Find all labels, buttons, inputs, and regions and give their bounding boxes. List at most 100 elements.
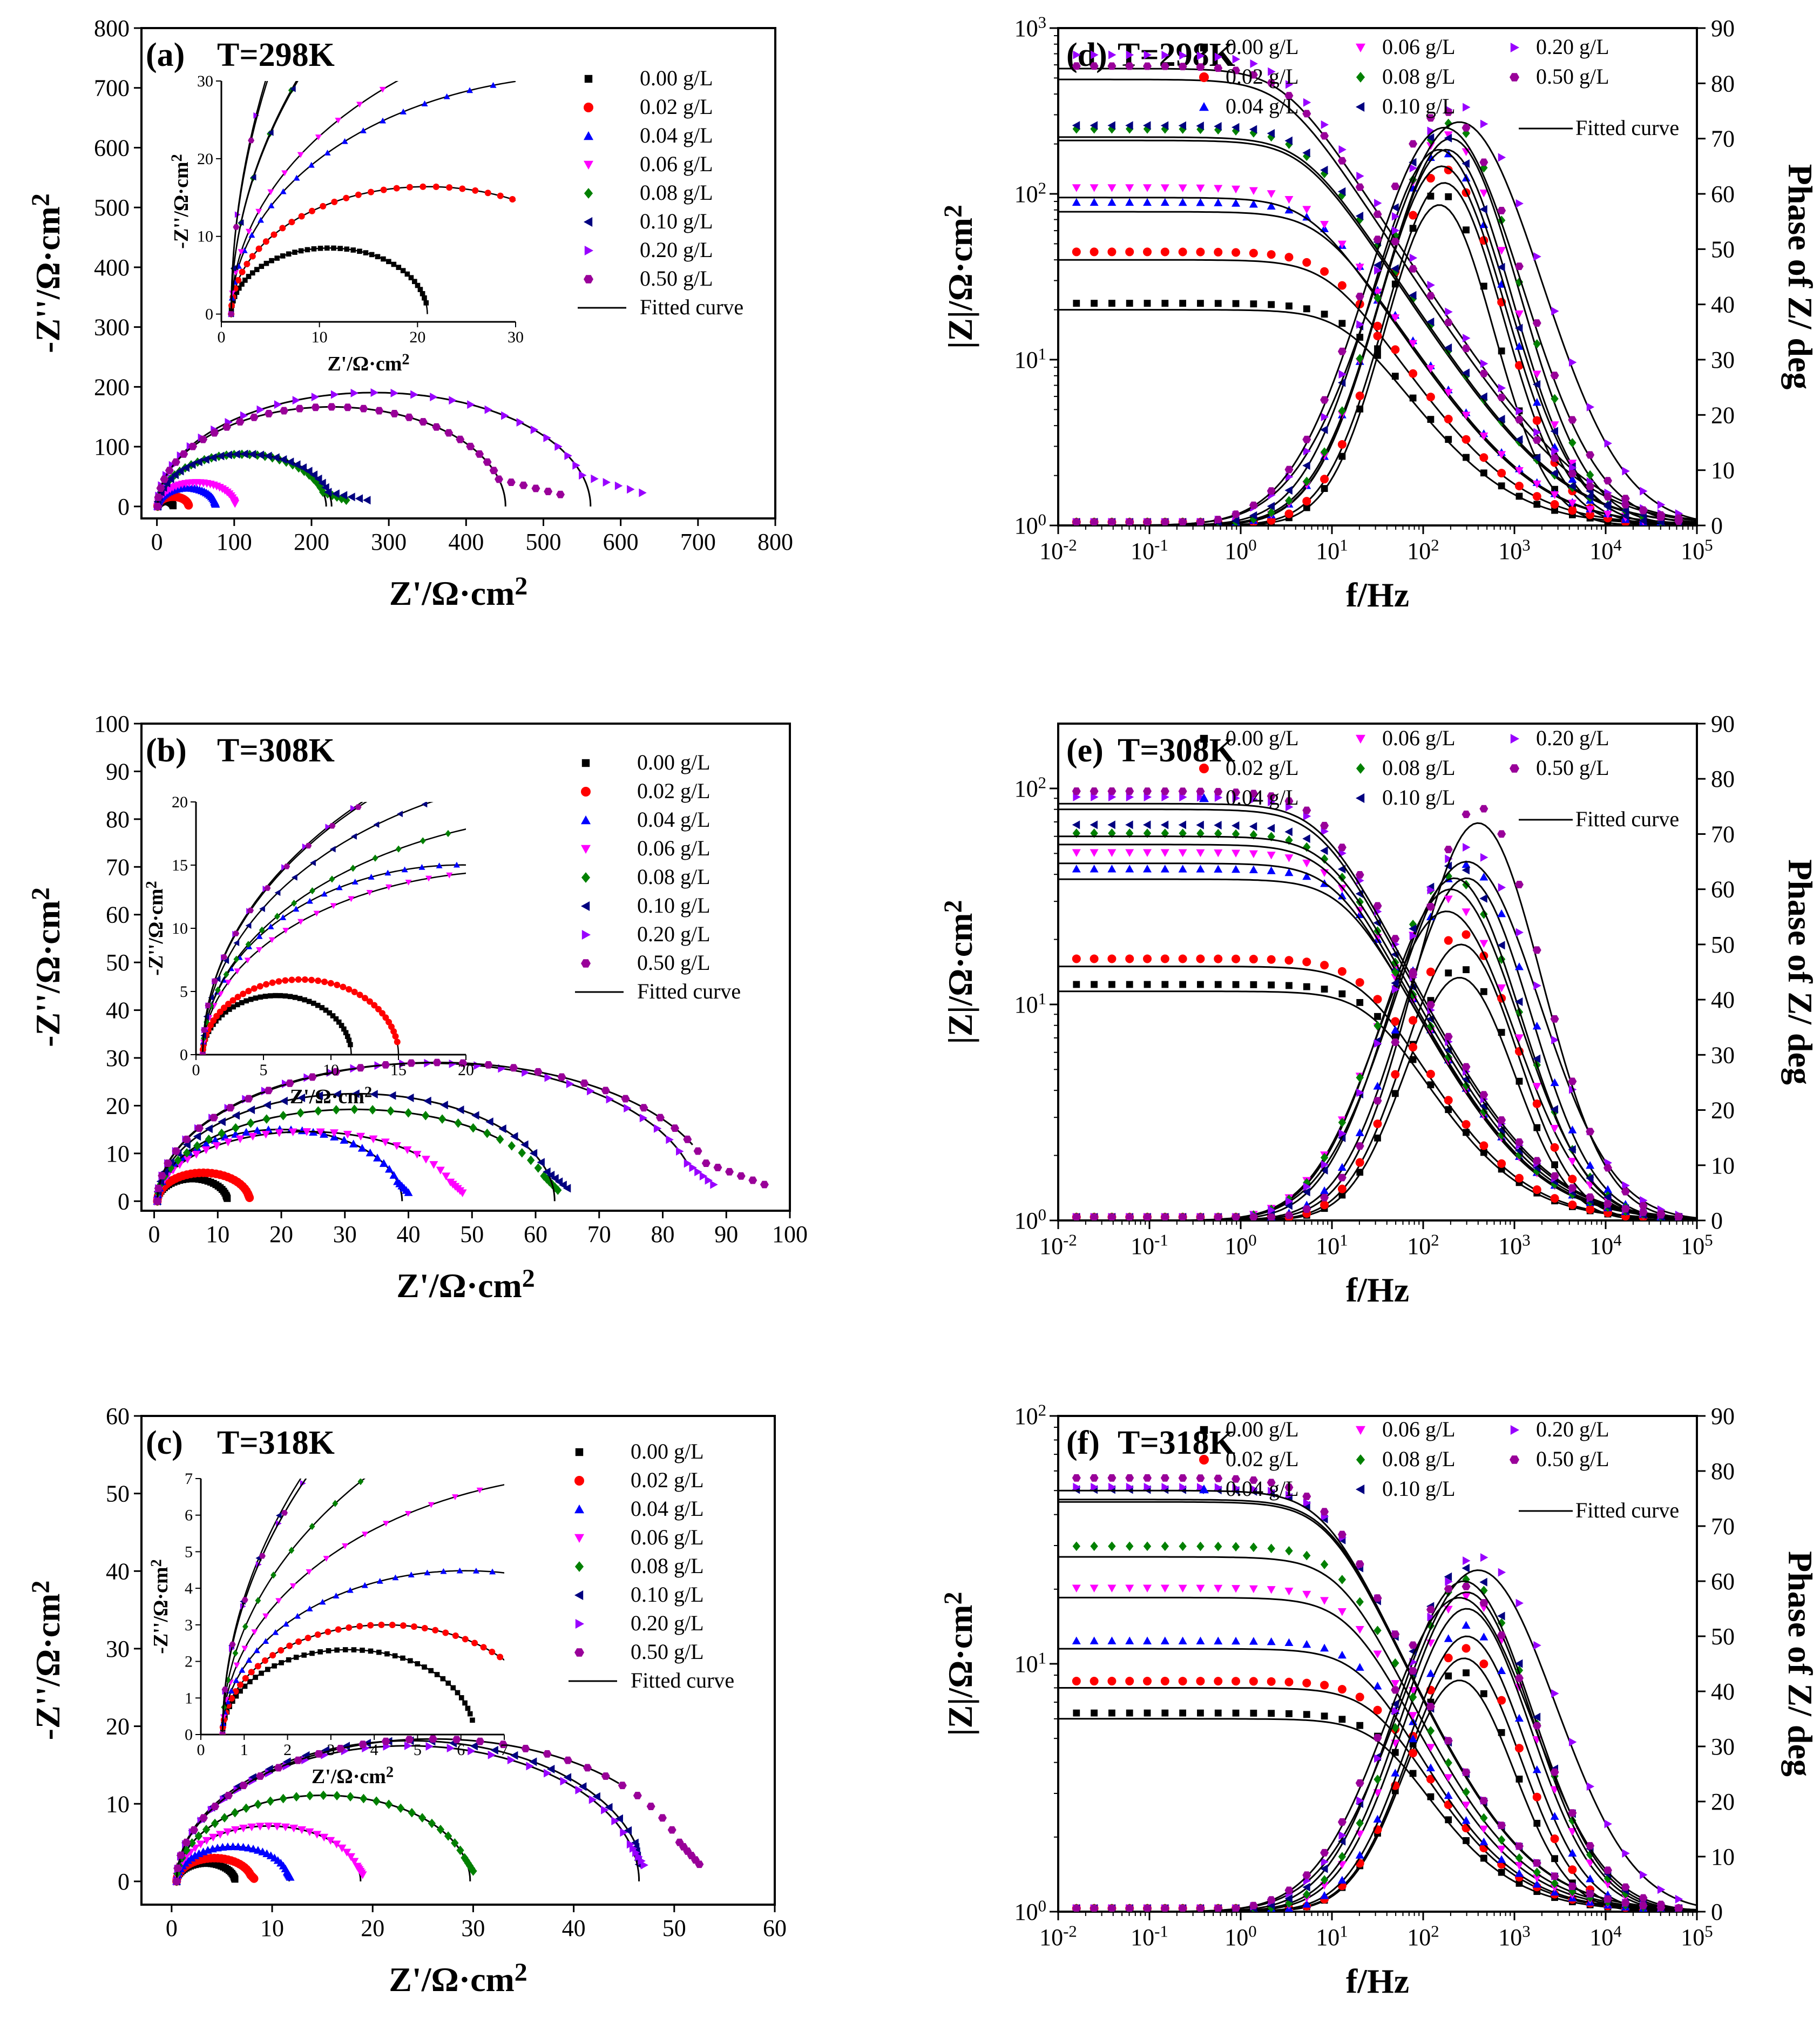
inset-data-point [422,295,427,301]
y-tick-label: 70 [106,854,130,880]
data-point [171,470,179,480]
inset-data-point [269,258,274,264]
inset-data-point [423,300,429,306]
data-point-phase [1480,853,1489,862]
data-point-modulus [1072,1636,1081,1644]
data-point [156,484,165,492]
data-point [274,1764,283,1772]
inset-x-tick-label: 0 [218,328,226,346]
data-point-modulus [1426,1775,1435,1784]
data-point [184,501,193,510]
inset-data-point [289,85,296,92]
data-point-modulus [1320,267,1329,276]
inset-data-point [396,265,402,270]
data-point [262,1114,270,1124]
data-point-modulus [1426,1069,1435,1078]
data-point [551,1182,559,1192]
data-point [292,396,301,405]
data-point-modulus [1179,1709,1187,1717]
legend-label: 0.04 g/L [1226,1476,1299,1501]
data-point-modulus [1284,92,1294,100]
data-point-phase [1603,1192,1612,1202]
data-point-phase [1622,1181,1630,1190]
inset-data-point [422,1664,427,1670]
data-point-phase [1532,1765,1541,1773]
inset-data-point [245,922,252,929]
x-tick-label: 50 [662,1915,686,1941]
data-point-phase [1178,1213,1187,1220]
data-point-phase [1532,319,1541,327]
data-point-modulus [1302,1493,1311,1500]
legend-label: 0.00 g/L [1226,726,1299,750]
data-point [456,1845,464,1856]
data-point-modulus [1550,1194,1559,1203]
inset-data-point [418,863,425,870]
data-point-modulus [1126,1709,1133,1717]
data-point-modulus [1267,852,1276,860]
inset-data-point [362,995,369,1002]
data-point-modulus [1214,1541,1222,1551]
data-point-modulus [1427,1081,1435,1089]
inset-fitted-curve [202,995,352,1055]
data-point [591,474,599,483]
data-point [153,1197,162,1205]
x-tick-label: 10-2 [1039,1231,1077,1259]
data-point-modulus [1090,62,1099,70]
x-tick-label: 103 [1498,536,1530,564]
data-point-phase [1603,502,1612,511]
data-point [488,1750,496,1759]
data-point-phase [1303,504,1310,511]
data-point [736,1172,746,1180]
data-point [313,1831,322,1839]
data-point-modulus [1250,981,1257,988]
y2-tick-label: 60 [1711,181,1735,207]
data-point [489,467,498,475]
inset-data-point [259,905,265,912]
inset-data-point [234,289,240,295]
legend-label: 0.10 g/L [1382,1476,1456,1501]
inset-content [219,1479,504,1735]
data-point [240,449,248,458]
x-tick-label: 0 [148,1221,160,1247]
data-point [444,429,454,437]
data-point [235,1135,245,1143]
x-tick-label: 10-2 [1039,536,1077,564]
data-point-modulus [1197,51,1205,60]
data-point-phase [1514,1659,1523,1668]
y2-tick-label: 50 [1711,932,1735,958]
data-point-modulus [1232,981,1240,988]
data-point-phase [1498,1568,1506,1577]
data-point [224,1138,233,1146]
data-point-modulus [1462,1802,1471,1810]
data-point-phase [1462,930,1471,939]
data-point-modulus [1072,1677,1081,1686]
data-point-modulus [1302,1640,1311,1648]
data-point-modulus [1249,128,1258,138]
data-point-modulus [1532,436,1541,444]
inset-x-label: Z'/Ω·cm2 [290,1084,372,1108]
data-point-phase [1568,460,1577,468]
data-point [444,1831,452,1841]
data-point-modulus [1125,198,1134,206]
data-point [205,1124,213,1134]
data-point-modulus [1337,844,1347,852]
data-point [438,1114,446,1124]
data-point-modulus [1320,1597,1329,1605]
nyquist-panel-a: 0 100 200 300 400 500 600 700 800010020030040050… [26,15,793,612]
data-point-phase [1497,247,1506,255]
data-point-modulus [1267,201,1276,210]
x-tick-label: 104 [1589,536,1621,564]
inset-data-point [275,978,282,985]
inset-data-point [346,1037,352,1043]
data-point-modulus [1161,50,1169,59]
legend-label: 0.00 g/L [631,1439,704,1463]
data-point-modulus [1160,1677,1169,1686]
inset-data-point [472,1567,479,1574]
inset-data-point [229,1641,236,1648]
data-point [483,458,492,466]
data-point-modulus [1426,1001,1435,1009]
data-point [442,1172,451,1180]
inset-data-point [228,311,235,317]
x-tick-label: 105 [1681,1922,1713,1951]
data-point [202,1837,211,1845]
